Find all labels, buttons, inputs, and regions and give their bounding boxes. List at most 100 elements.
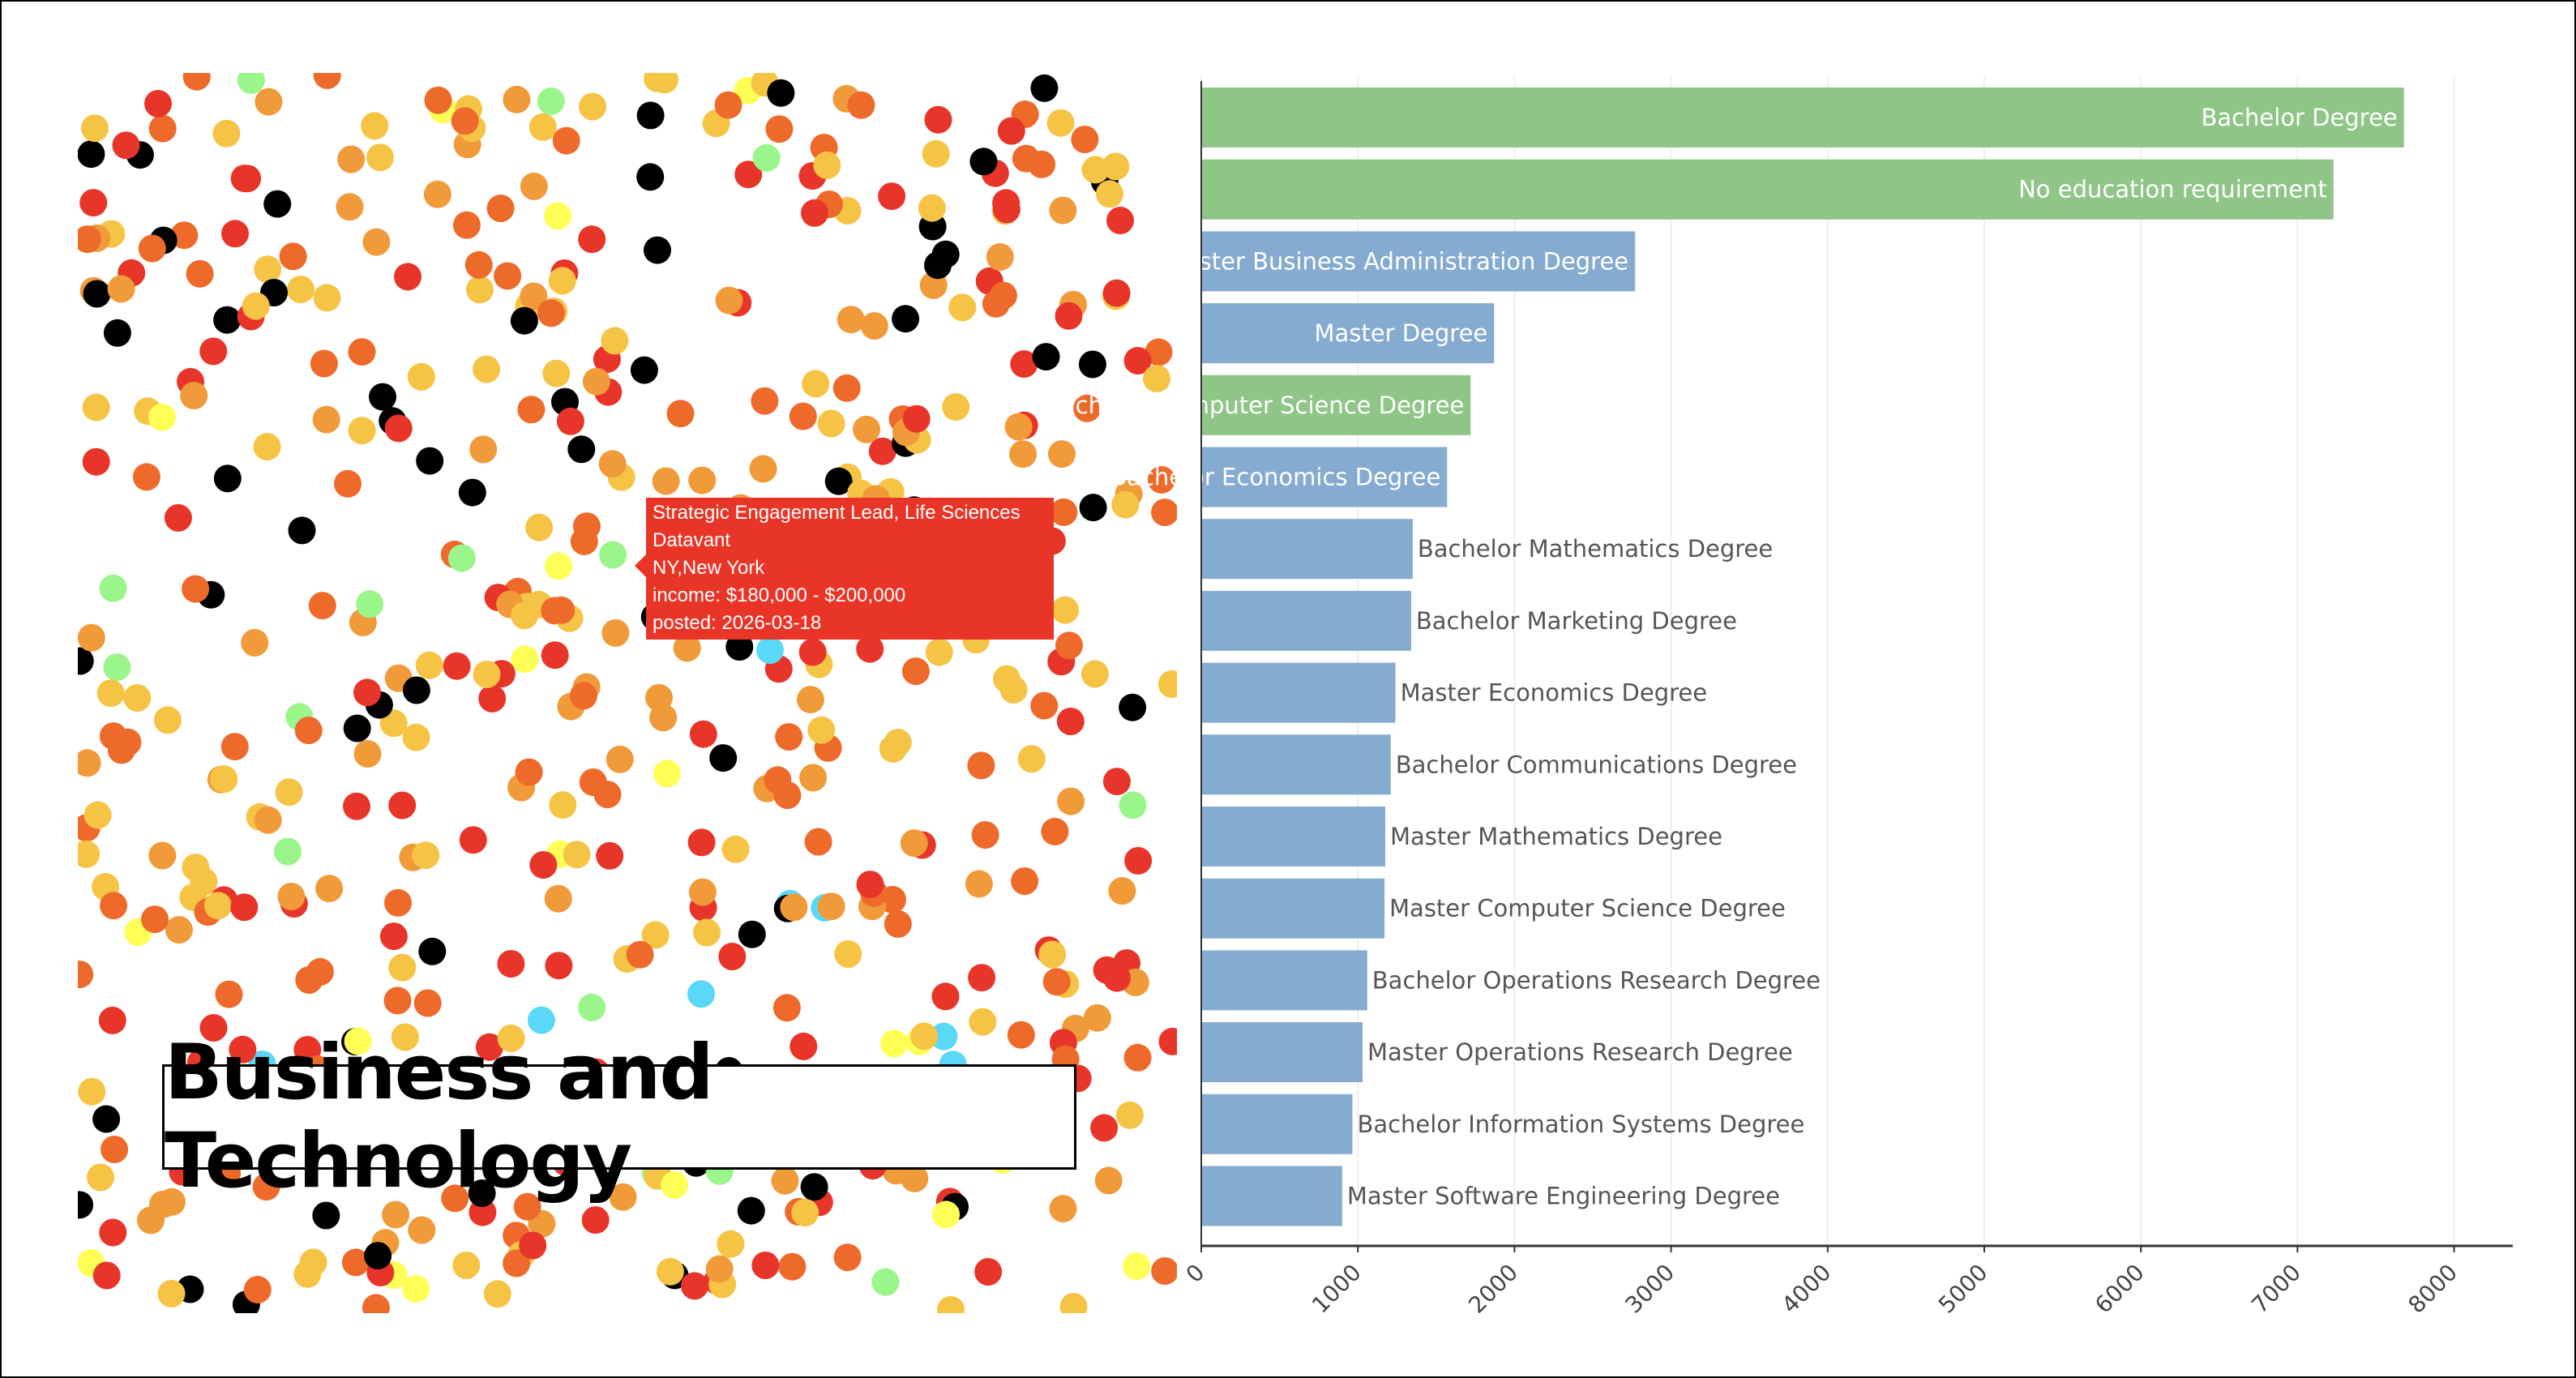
job-point[interactable] (308, 592, 336, 620)
job-point[interactable] (364, 1242, 392, 1270)
job-point[interactable] (780, 893, 808, 922)
job-point[interactable] (513, 1192, 541, 1221)
job-point[interactable] (552, 126, 580, 155)
job-point[interactable] (751, 1252, 780, 1279)
job-point[interactable] (402, 723, 430, 751)
job-point[interactable] (112, 131, 140, 160)
job-point[interactable] (182, 73, 211, 91)
job-point[interactable] (798, 638, 827, 666)
bar[interactable] (1201, 374, 1471, 435)
job-point[interactable] (1030, 691, 1059, 720)
job-point[interactable] (765, 115, 794, 143)
job-point[interactable] (486, 195, 515, 222)
job-point[interactable] (1115, 1101, 1144, 1129)
job-point[interactable] (599, 541, 627, 569)
job-point[interactable] (789, 402, 817, 430)
job-point[interactable] (123, 684, 152, 712)
bar[interactable] (1201, 950, 1367, 1011)
job-point[interactable] (348, 417, 376, 445)
job-point[interactable] (1102, 768, 1131, 796)
job-point[interactable] (680, 1272, 708, 1300)
job-point[interactable] (971, 821, 999, 849)
job-point[interactable] (215, 980, 243, 1008)
job-point[interactable] (644, 73, 672, 92)
job-point[interactable] (661, 1171, 689, 1199)
job-point[interactable] (483, 1280, 511, 1308)
job-point[interactable] (344, 1027, 372, 1055)
job-point[interactable] (288, 516, 316, 545)
job-point[interactable] (796, 686, 824, 714)
job-point[interactable] (497, 950, 525, 978)
job-point[interactable] (213, 306, 242, 334)
job-point[interactable] (141, 905, 169, 934)
job-point[interactable] (1083, 1004, 1111, 1032)
bar[interactable] (1201, 878, 1385, 939)
job-point[interactable] (103, 653, 131, 682)
job-point[interactable] (1143, 365, 1171, 393)
job-point[interactable] (78, 140, 105, 169)
job-point[interactable] (458, 478, 486, 507)
job-point[interactable] (1010, 350, 1038, 379)
job-point[interactable] (868, 437, 896, 465)
job-point[interactable] (687, 980, 715, 1008)
job-point[interactable] (157, 1279, 186, 1307)
bar[interactable] (1201, 590, 1411, 651)
job-point[interactable] (1108, 877, 1136, 905)
job-point[interactable] (652, 467, 680, 495)
job-point[interactable] (1057, 787, 1085, 815)
job-point[interactable] (82, 447, 110, 476)
job-point[interactable] (969, 1008, 997, 1036)
job-point[interactable] (924, 105, 952, 134)
job-point[interactable] (310, 349, 338, 378)
job-point[interactable] (1049, 196, 1077, 225)
job-point[interactable] (948, 293, 977, 322)
job-point[interactable] (362, 1294, 390, 1313)
job-point[interactable] (78, 647, 94, 675)
job-point[interactable] (242, 292, 270, 320)
job-point[interactable] (520, 282, 548, 310)
job-point[interactable] (751, 387, 779, 415)
job-point[interactable] (148, 841, 177, 870)
job-point[interactable] (1042, 968, 1071, 996)
job-point[interactable] (884, 729, 912, 756)
job-point[interactable] (394, 263, 421, 291)
job-point[interactable] (721, 835, 750, 863)
job-point[interactable] (237, 73, 265, 94)
job-point[interactable] (717, 1230, 745, 1258)
job-point[interactable] (601, 618, 630, 647)
job-point[interactable] (609, 1183, 637, 1211)
job-point[interactable] (930, 1022, 958, 1051)
job-point[interactable] (254, 806, 282, 834)
job-point[interactable] (229, 1035, 257, 1063)
job-point[interactable] (220, 733, 249, 761)
job-point[interactable] (752, 143, 781, 172)
job-point[interactable] (1145, 338, 1173, 366)
job-point[interactable] (1030, 74, 1059, 102)
job-point[interactable] (567, 435, 596, 464)
job-point[interactable] (469, 435, 498, 464)
job-point[interactable] (113, 728, 142, 756)
job-point[interactable] (103, 319, 131, 347)
job-point[interactable] (856, 635, 884, 663)
job-point[interactable] (1094, 1166, 1123, 1195)
job-point[interactable] (579, 92, 606, 121)
job-point[interactable] (503, 85, 531, 113)
job-point[interactable] (92, 1261, 121, 1290)
job-point[interactable] (563, 841, 591, 869)
job-point[interactable] (78, 749, 101, 777)
job-point[interactable] (649, 704, 678, 732)
job-point[interactable] (473, 660, 501, 688)
job-point[interactable] (569, 682, 597, 710)
job-point[interactable] (277, 883, 306, 910)
job-point[interactable] (666, 400, 695, 428)
job-point[interactable] (527, 1006, 555, 1034)
job-point[interactable] (992, 195, 1021, 224)
job-point[interactable] (1049, 1195, 1077, 1223)
job-point[interactable] (541, 641, 569, 670)
job-point[interactable] (847, 91, 875, 119)
job-point[interactable] (542, 359, 571, 387)
job-point[interactable] (1078, 350, 1106, 379)
job-point[interactable] (510, 306, 538, 335)
job-point[interactable] (545, 952, 573, 980)
job-point[interactable] (138, 234, 166, 263)
